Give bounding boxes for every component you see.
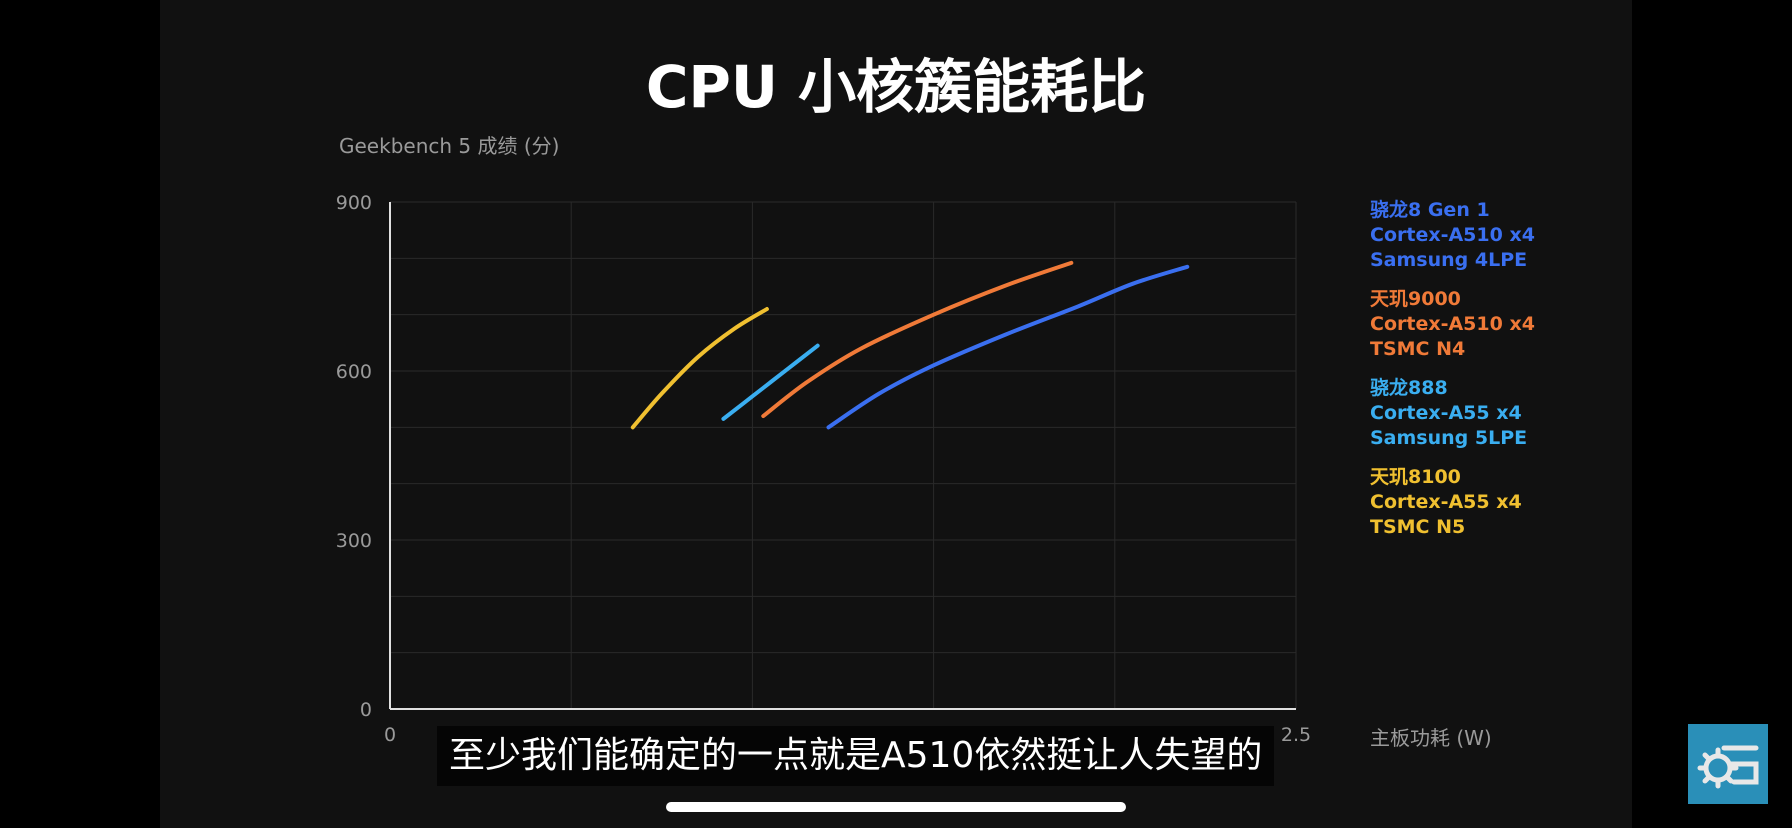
chart-title: CPU 小核簇能耗比 [645, 53, 1147, 121]
series-line-1 [761, 260, 1074, 419]
channel-logo [1688, 724, 1768, 804]
legend-entry-line: Cortex-A55 x4 [1370, 402, 1522, 424]
legend-entry-line: Cortex-A510 x4 [1370, 313, 1535, 335]
series-line-0 [826, 264, 1190, 430]
legend-entry-line: 天玑9000 [1370, 288, 1461, 310]
legend-entry-line: TSMC N4 [1370, 338, 1466, 360]
y-tick-label: 300 [336, 530, 372, 552]
legend-entry-1: 天玑9000 Cortex-A510 x4 TSMC N4 [1370, 287, 1535, 362]
gear-g-logo-icon [1697, 745, 1759, 789]
legend-entry-line: TSMC N5 [1370, 516, 1466, 538]
video-frame [160, 0, 1632, 828]
legend-entry-0: 骁龙8 Gen 1 Cortex-A510 x4 Samsung 4LPE [1370, 198, 1535, 273]
legend-entry-line: 骁龙8 Gen 1 [1370, 199, 1490, 221]
chart-legend: 骁龙8 Gen 1 Cortex-A510 x4 Samsung 4LPE 天玑900… [1370, 198, 1535, 554]
legend-entry-3: 天玑8100 Cortex-A55 x4 TSMC N5 [1370, 465, 1535, 540]
home-indicator[interactable] [666, 802, 1126, 812]
y-tick-label: 0 [360, 699, 372, 721]
x-tick-label: 0 [384, 724, 396, 746]
legend-entry-line: Samsung 5LPE [1370, 427, 1528, 449]
legend-entry-line: Cortex-A510 x4 [1370, 224, 1535, 246]
legend-entry-line: 天玑8100 [1370, 466, 1461, 488]
y-tick-label: 900 [336, 192, 372, 214]
legend-entry-line: Cortex-A55 x4 [1370, 491, 1522, 513]
legend-entry-line: Samsung 4LPE [1370, 249, 1528, 271]
series-line-3 [630, 307, 769, 430]
video-subtitle: 至少我们能确定的一点就是A510依然挺让人失望的 [437, 726, 1275, 786]
y-tick-label: 600 [336, 361, 372, 383]
legend-entry-line: 骁龙888 [1370, 377, 1448, 399]
x-axis-label: 主板功耗 (W) [1370, 726, 1492, 750]
series-line-2 [721, 343, 820, 421]
y-axis-label: Geekbench 5 成绩 (分) [339, 134, 560, 158]
x-tick-label: 2.5 [1281, 724, 1311, 746]
legend-entry-2: 骁龙888 Cortex-A55 x4 Samsung 5LPE [1370, 376, 1535, 451]
